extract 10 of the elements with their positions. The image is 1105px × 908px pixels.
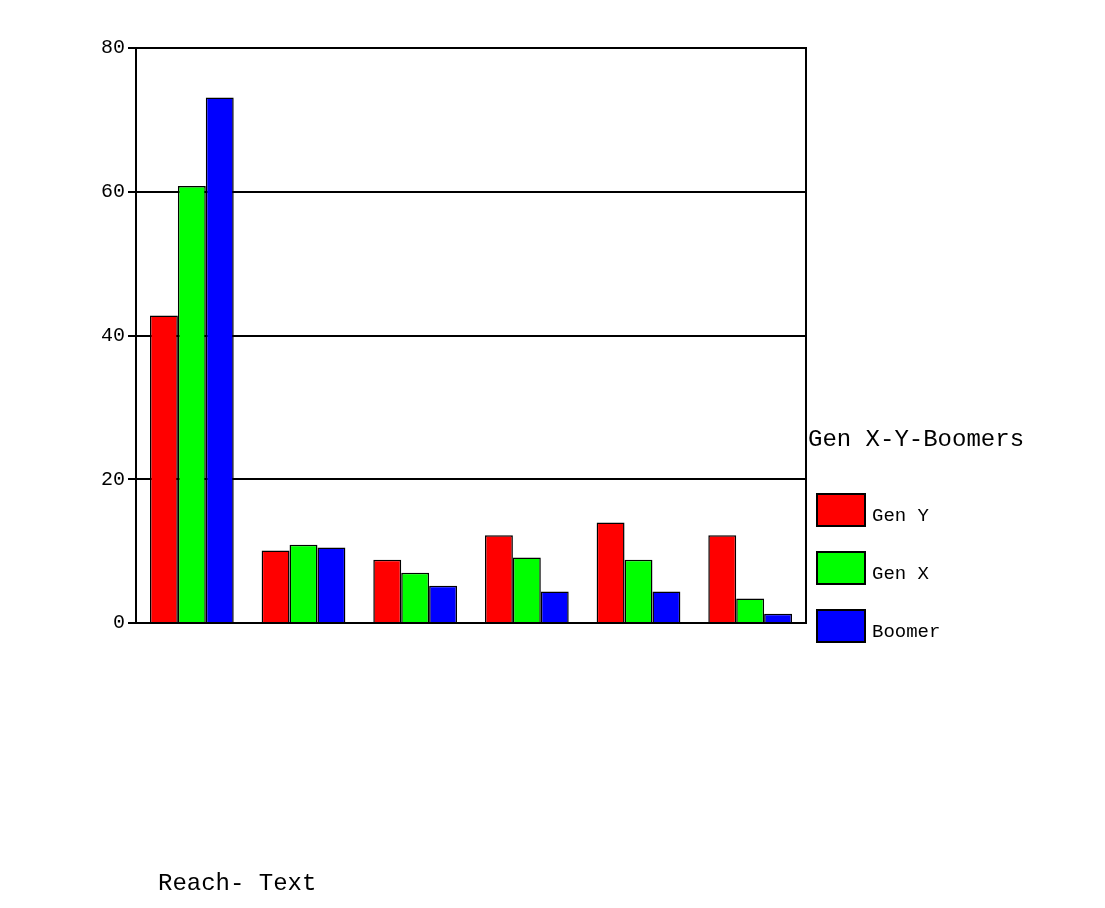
y-tick-label: 20 bbox=[100, 467, 125, 491]
y-tick-label: 40 bbox=[100, 323, 125, 347]
text: Reach- Text bbox=[158, 870, 317, 897]
legend-label: Gen X bbox=[872, 563, 930, 585]
y-tick-label: 80 bbox=[100, 36, 125, 60]
legend-title: Gen X-Y-Boomers bbox=[808, 426, 1025, 453]
y-tick-label: 0 bbox=[112, 611, 125, 635]
legend-label: Boomer bbox=[872, 621, 941, 643]
y-tick-label: 60 bbox=[100, 180, 125, 204]
legend-label: Gen Y bbox=[872, 505, 930, 527]
